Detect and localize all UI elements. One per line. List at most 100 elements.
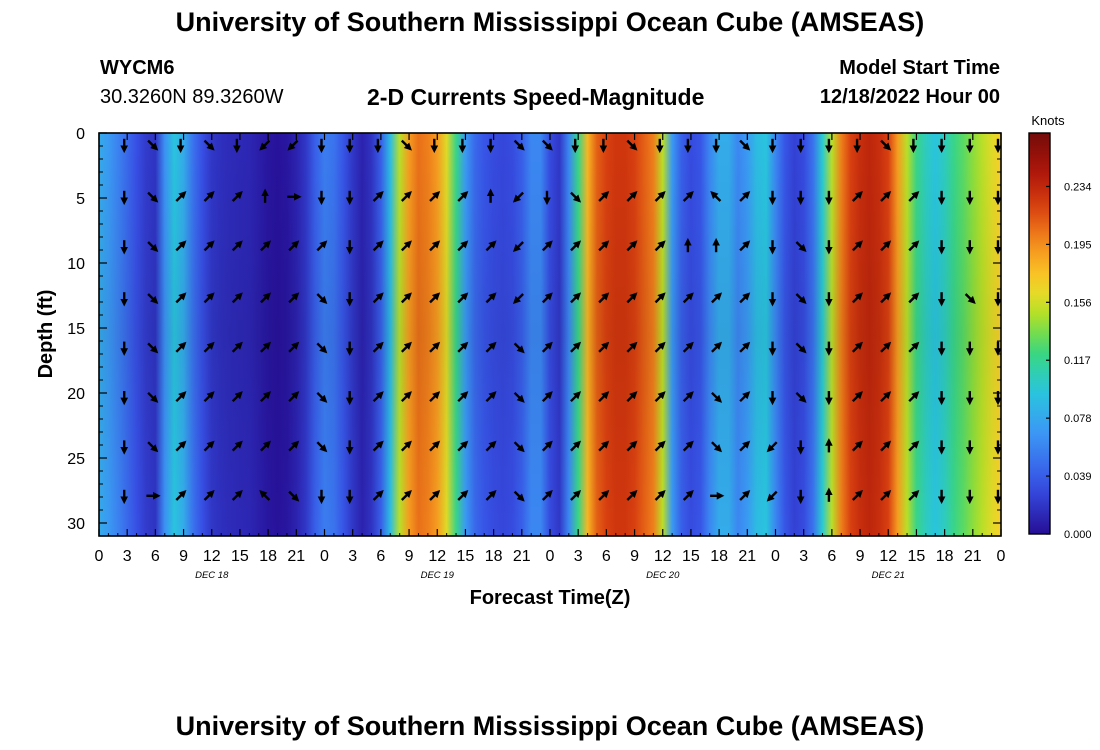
current-arrow xyxy=(316,293,328,305)
current-arrow xyxy=(400,489,412,501)
current-arrow xyxy=(626,391,638,403)
x-tick-label: 3 xyxy=(123,548,132,565)
current-arrow xyxy=(429,240,441,252)
current-arrow xyxy=(512,191,524,203)
current-arrow xyxy=(175,489,187,501)
x-tick-label: 18 xyxy=(259,548,277,565)
current-arrow xyxy=(512,293,524,305)
current-arrow xyxy=(147,441,159,453)
current-arrow xyxy=(147,293,159,305)
model-start-label: Model Start Time xyxy=(839,57,1000,79)
current-arrow xyxy=(682,489,694,501)
current-arrow xyxy=(316,391,328,403)
current-arrow xyxy=(626,190,638,202)
current-arrow xyxy=(851,489,863,501)
current-arrow xyxy=(259,139,271,151)
x-tick-label: 0 xyxy=(320,548,329,565)
current-arrow xyxy=(654,292,666,304)
current-arrow xyxy=(429,341,441,353)
day-label: DEC 18 xyxy=(195,570,229,581)
colorbar-tick-label: 0.156 xyxy=(1064,297,1092,309)
y-tick-label: 30 xyxy=(67,516,85,533)
current-arrow xyxy=(203,139,215,151)
current-arrow xyxy=(372,292,384,304)
x-axis: 0 3 6 9 12 15 18 21 0 3 6 9 12 15 18 21 0 3 6 9 12 15 18 21 0 3 6 9… xyxy=(95,133,1006,581)
y-axis-label: Depth (ft) xyxy=(35,290,57,379)
current-arrow xyxy=(908,240,920,252)
current-arrow xyxy=(400,139,412,151)
current-arrow xyxy=(316,441,328,453)
x-tick-label: 3 xyxy=(574,548,583,565)
current-arrow xyxy=(457,391,469,403)
x-axis-label: Forecast Time(Z) xyxy=(470,587,631,609)
current-arrow xyxy=(682,391,694,403)
current-arrow xyxy=(203,341,215,353)
x-tick-label: 15 xyxy=(457,548,475,565)
current-arrow xyxy=(429,489,441,501)
current-arrow xyxy=(570,440,582,452)
colorbar-tick-label: 0.117 xyxy=(1064,355,1091,367)
y-tick-label: 5 xyxy=(76,191,85,208)
current-arrow xyxy=(654,190,666,202)
current-arrow xyxy=(203,440,215,452)
current-arrow xyxy=(372,341,384,353)
current-arrow xyxy=(175,190,187,202)
current-arrow xyxy=(372,489,384,501)
current-arrow xyxy=(711,341,723,353)
current-arrow xyxy=(570,489,582,501)
current-arrow xyxy=(908,292,920,304)
current-arrow xyxy=(711,292,723,304)
x-tick-label: 9 xyxy=(630,548,639,565)
current-arrow xyxy=(880,341,892,353)
current-arrow xyxy=(457,292,469,304)
current-arrow xyxy=(260,341,272,353)
current-arrow xyxy=(231,190,243,202)
current-arrow xyxy=(429,440,441,452)
x-tick-label: 21 xyxy=(964,548,982,565)
current-arrow xyxy=(908,391,920,403)
current-arrow xyxy=(429,391,441,403)
station-coords: 30.3260N 89.3260W xyxy=(100,86,284,108)
current-arrow xyxy=(964,293,976,305)
model-start-value: 12/18/2022 Hour 00 xyxy=(819,86,1000,108)
current-arrow xyxy=(654,440,666,452)
page-title-bottom: University of Southern Mississippi Ocean… xyxy=(175,711,925,741)
x-tick-label: 21 xyxy=(513,548,531,565)
current-arrow xyxy=(626,292,638,304)
current-arrow xyxy=(457,190,469,202)
current-arrow xyxy=(175,240,187,252)
current-arrow xyxy=(485,391,497,403)
current-arrow xyxy=(570,292,582,304)
current-arrow xyxy=(513,342,525,354)
x-tick-label: 3 xyxy=(348,548,357,565)
current-arrow xyxy=(851,440,863,452)
current-arrow xyxy=(626,139,638,151)
current-arrow xyxy=(147,342,159,354)
current-arrow xyxy=(626,240,638,252)
current-arrow xyxy=(880,391,892,403)
current-arrow xyxy=(570,391,582,403)
current-arrow xyxy=(429,190,441,202)
x-tick-label: 9 xyxy=(405,548,414,565)
page-title-top: University of Southern Mississippi Ocean… xyxy=(175,7,925,37)
current-arrow xyxy=(626,341,638,353)
current-arrow xyxy=(260,391,272,403)
current-arrow xyxy=(908,341,920,353)
current-arrow xyxy=(598,341,610,353)
current-arrow xyxy=(175,292,187,304)
current-arrow xyxy=(203,190,215,202)
current-arrow xyxy=(598,391,610,403)
current-arrow xyxy=(739,292,751,304)
current-arrow xyxy=(203,391,215,403)
x-tick-label: 0 xyxy=(997,548,1006,565)
current-arrow xyxy=(203,489,215,501)
current-arrow xyxy=(231,292,243,304)
current-arrow xyxy=(231,440,243,452)
current-arrow xyxy=(880,489,892,501)
y-axis: 0 5 10 15 20 25 30 xyxy=(67,126,1001,533)
current-arrow xyxy=(851,391,863,403)
current-arrow xyxy=(598,440,610,452)
current-arrow xyxy=(710,190,722,202)
current-arrow xyxy=(513,391,525,403)
colorbar-tick-label: 0.234 xyxy=(1064,181,1092,193)
